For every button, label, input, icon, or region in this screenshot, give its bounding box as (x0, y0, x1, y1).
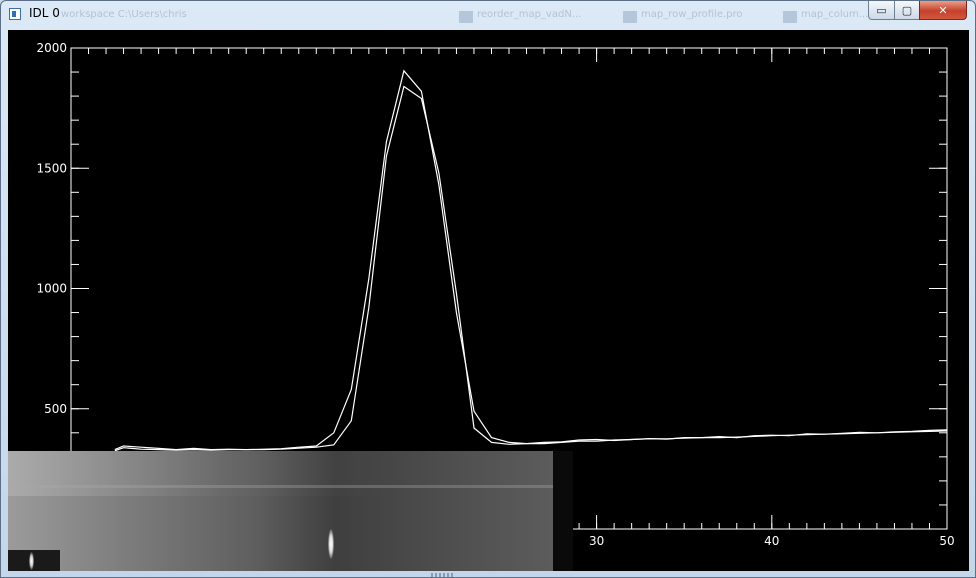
x-tick-label: 30 (589, 534, 604, 548)
image-inset (8, 550, 60, 571)
detector-image (8, 451, 553, 571)
resize-grip[interactable] (431, 573, 453, 577)
y-tick-label: 1000 (36, 282, 67, 296)
ghost-tab-2: map_row_profile.pro (641, 9, 743, 20)
minimize-button[interactable]: ▭ (868, 1, 895, 20)
x-tick-label: 40 (764, 534, 779, 548)
y-tick-label: 500 (44, 402, 67, 416)
window-title: IDL 0 (29, 6, 60, 20)
close-icon: ✕ (938, 3, 948, 17)
maximize-icon: ▢ (901, 3, 913, 17)
image-border (553, 451, 573, 571)
y-tick-label: 2000 (36, 41, 67, 55)
series-line-profile-1 (114, 69, 948, 451)
ghost-tab-1: reorder_map_vadN... (477, 9, 582, 20)
image-streak (8, 485, 553, 488)
maximize-button[interactable]: ▢ (894, 1, 920, 20)
close-button[interactable]: ✕ (919, 1, 967, 20)
ghost-tab-3: map_colum... (801, 9, 869, 20)
ghost-workspace-path: workspace C:\Users\chris (61, 9, 187, 20)
inset-bright-spot (29, 552, 34, 570)
ghost-file-icon (623, 11, 637, 23)
x-tick-label: 50 (939, 534, 954, 548)
image-band (8, 451, 553, 496)
y-tick-label: 1500 (36, 161, 67, 175)
plot-canvas: 500 1000 1500 2000 30 40 50 (8, 30, 969, 571)
image-bright-spot (328, 529, 334, 559)
series-line-profile-2 (114, 85, 948, 452)
app-icon (9, 8, 21, 20)
ghost-file-icon (459, 11, 473, 23)
title-bar[interactable]: IDL 0 workspace C:\Users\chris reorder_m… (1, 1, 975, 29)
ghost-file-icon (783, 11, 797, 23)
minimize-icon: ▭ (876, 3, 887, 17)
